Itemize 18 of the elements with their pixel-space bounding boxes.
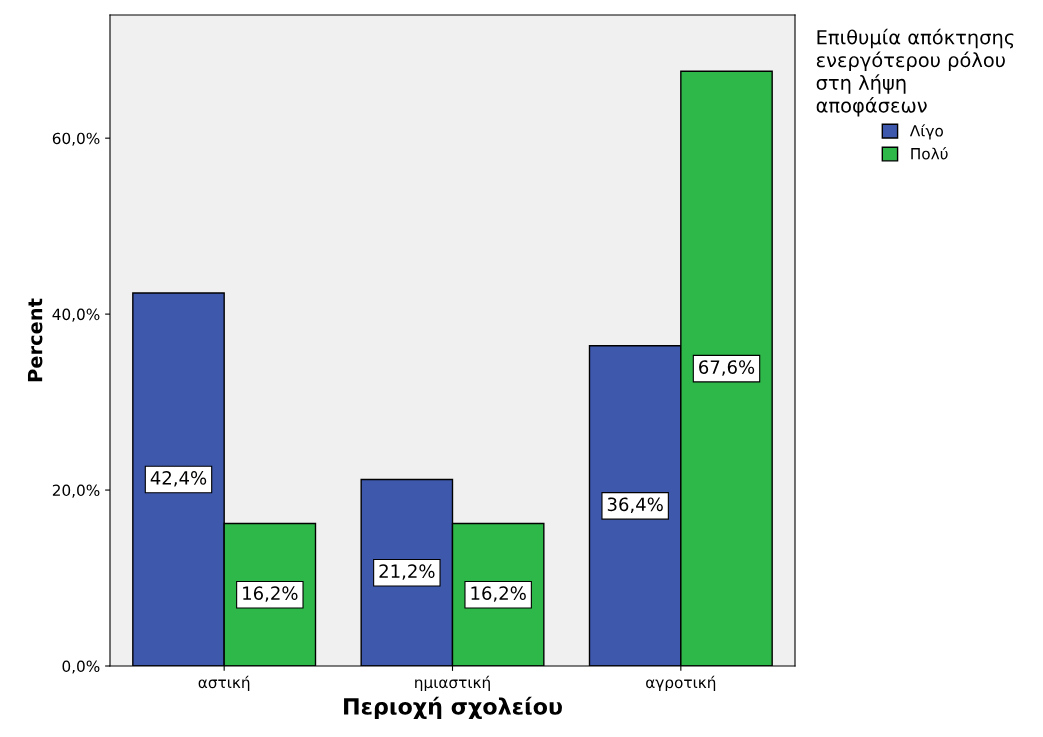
y-tick-label: 40,0% — [52, 308, 100, 322]
x-tick-label: αστική — [198, 675, 250, 692]
x-axis-title: Περιοχή σχολείου — [344, 696, 562, 720]
data-label: 36,4% — [607, 497, 663, 513]
x-tick-label: ημιαστική — [415, 675, 490, 692]
y-tick-label: 20,0% — [52, 484, 100, 498]
legend-title: Επιθυμία απόκτησης ενεργότερου ρόλου στη λήψη αποφάσεων — [816, 28, 1014, 117]
data-label: 16,2% — [243, 586, 298, 602]
legend-label: Πολύ — [911, 147, 948, 160]
data-label: 16,2% — [471, 586, 526, 602]
y-tick-label: 60,0% — [52, 132, 100, 146]
legend-label: Λίγο — [909, 124, 943, 140]
x-tick-label: αγροτική — [646, 675, 716, 692]
data-label: 42,4% — [150, 471, 207, 487]
data-label: 21,2% — [379, 564, 435, 580]
y-tick-label: 0,0% — [62, 660, 100, 674]
data-label: 67,6% — [699, 360, 755, 376]
y-axis-title: Percent — [27, 298, 43, 382]
